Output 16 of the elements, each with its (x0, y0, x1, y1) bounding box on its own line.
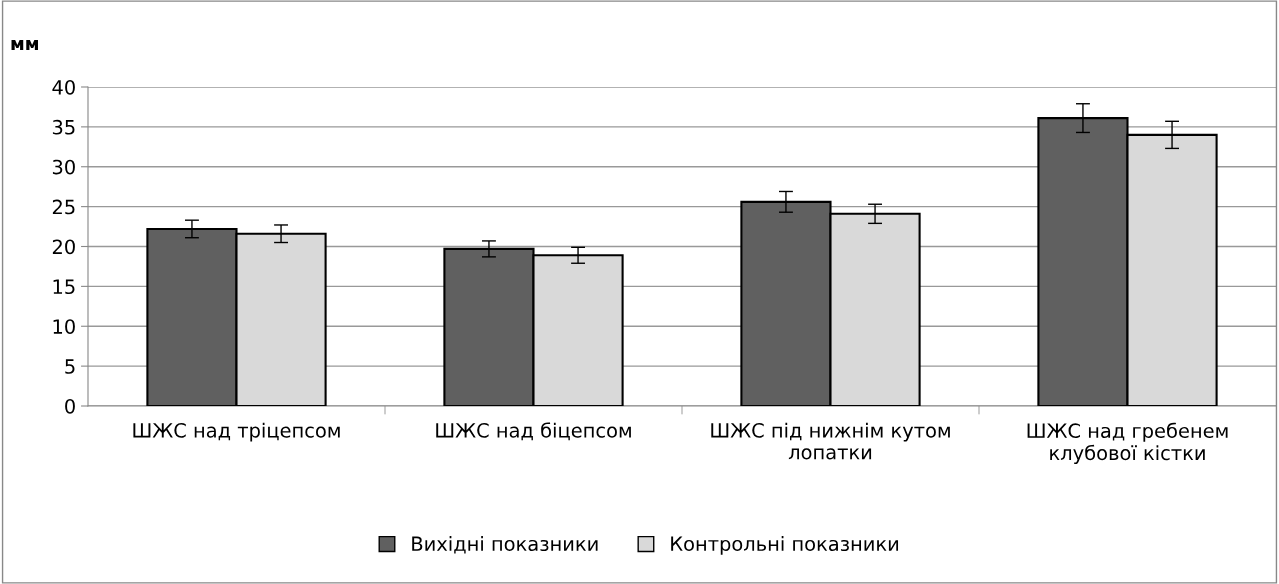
y-tick-label: 5 (65, 359, 75, 374)
y-tick-label: 10 (53, 319, 75, 334)
x-tick-label: ШЖС над гребенем клубової кістки (1027, 422, 1228, 464)
legend-label: Вихідні показники (412, 536, 598, 554)
x-tick-label: ШЖС над тріцепсом (133, 422, 340, 442)
y-tick-label: 40 (52, 79, 75, 95)
y-tick-label: 15 (53, 279, 75, 295)
y-tick-label: 35 (52, 119, 75, 135)
y-axis-title: мм (11, 40, 38, 50)
x-tick-label: ШЖС над біцепсом (436, 422, 631, 441)
legend-label: Контрольні показники (671, 536, 899, 555)
y-tick-label: 0 (65, 398, 75, 414)
y-tick-label: 25 (52, 199, 75, 215)
y-tick-label: 20 (52, 239, 75, 255)
x-tick-label: ШЖС під нижнім кутом лопатки (711, 422, 950, 460)
y-tick-label: 30 (52, 159, 75, 175)
